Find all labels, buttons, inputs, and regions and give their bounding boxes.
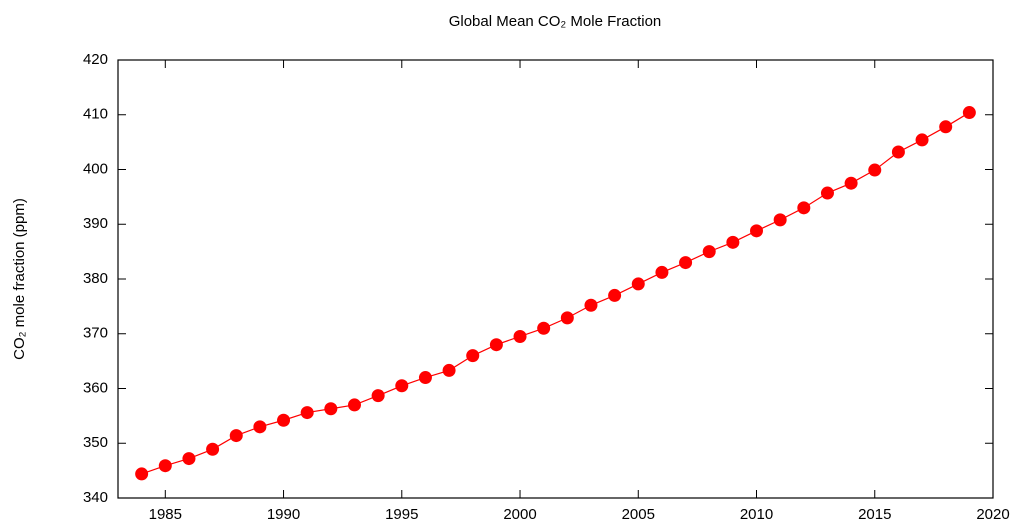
y-tick-label: 340 bbox=[83, 489, 108, 506]
x-tick-label: 1985 bbox=[149, 506, 182, 523]
y-tick-label: 370 bbox=[83, 325, 108, 342]
data-point bbox=[395, 379, 409, 393]
data-point bbox=[726, 235, 740, 249]
data-point bbox=[418, 371, 432, 385]
data-point bbox=[371, 389, 385, 403]
data-point bbox=[750, 224, 764, 238]
y-tick-label: 410 bbox=[83, 106, 108, 123]
data-point bbox=[513, 329, 527, 343]
data-point bbox=[608, 288, 622, 302]
data-point bbox=[135, 467, 149, 481]
data-line bbox=[141, 112, 970, 475]
y-tick-label: 390 bbox=[83, 215, 108, 232]
y-tick-label: 380 bbox=[83, 270, 108, 287]
x-tick-label: 1990 bbox=[267, 506, 300, 523]
x-tick-label: 2010 bbox=[740, 506, 773, 523]
data-point bbox=[655, 265, 669, 279]
data-point bbox=[277, 413, 291, 427]
y-tick-label: 350 bbox=[83, 434, 108, 451]
data-point bbox=[820, 186, 834, 200]
data-point bbox=[631, 277, 645, 291]
data-point bbox=[844, 176, 858, 190]
x-tick-label: 2005 bbox=[622, 506, 655, 523]
data-point bbox=[773, 213, 787, 227]
data-point bbox=[537, 321, 551, 335]
y-axis-label: CO₂ mole fraction (ppm) bbox=[11, 198, 28, 360]
y-tick-label: 420 bbox=[83, 51, 108, 68]
y-tick-label: 360 bbox=[83, 379, 108, 396]
data-point bbox=[915, 133, 929, 147]
data-point bbox=[584, 298, 598, 312]
data-point bbox=[253, 420, 267, 434]
x-tick-label: 2020 bbox=[976, 506, 1009, 523]
data-point bbox=[206, 442, 220, 456]
data-point bbox=[300, 406, 314, 420]
data-point bbox=[489, 338, 503, 352]
data-point bbox=[702, 245, 716, 259]
data-point bbox=[442, 363, 456, 377]
data-point bbox=[182, 452, 196, 466]
data-point bbox=[466, 349, 480, 363]
data-point bbox=[868, 163, 882, 177]
x-tick-label: 2015 bbox=[858, 506, 891, 523]
data-point bbox=[962, 106, 976, 120]
data-point bbox=[797, 201, 811, 215]
data-point bbox=[939, 120, 953, 134]
data-point bbox=[324, 402, 338, 416]
chart-title: Global Mean CO₂ Mole Fraction bbox=[449, 13, 662, 30]
data-point bbox=[347, 398, 361, 412]
x-tick-label: 2000 bbox=[503, 506, 536, 523]
data-point bbox=[891, 145, 905, 159]
y-tick-label: 400 bbox=[83, 160, 108, 177]
plot-frame bbox=[117, 59, 994, 499]
data-point bbox=[560, 311, 574, 325]
x-tick-label: 1995 bbox=[385, 506, 418, 523]
data-point bbox=[679, 256, 693, 270]
data-point bbox=[229, 429, 243, 443]
data-point bbox=[158, 459, 172, 473]
